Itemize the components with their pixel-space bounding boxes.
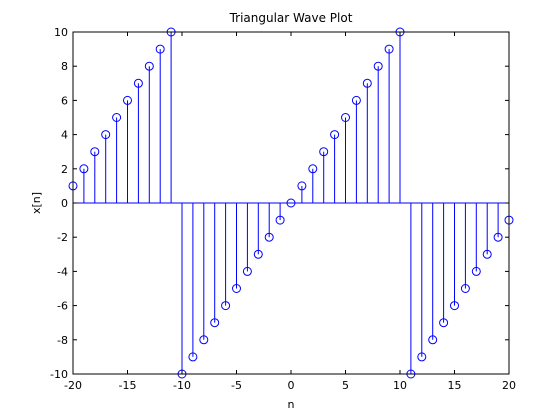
- stem-marker: [144, 61, 154, 71]
- y-tick-label: -6: [57, 300, 68, 313]
- x-tick-label: 10: [393, 379, 407, 392]
- stem-marker: [112, 113, 122, 122]
- y-tick-label: -4: [57, 265, 68, 278]
- chart-title: Triangular Wave Plot: [229, 11, 353, 25]
- stem-marker: [362, 78, 372, 88]
- x-tick-label: 15: [448, 379, 462, 392]
- stem-marker: [330, 130, 340, 140]
- stem-marker: [123, 95, 132, 105]
- stem-series: [72, 32, 510, 374]
- stem-marker: [286, 198, 296, 208]
- stem-marker: [101, 130, 111, 140]
- y-tick-label: 10: [54, 26, 68, 39]
- y-tick-label: 4: [61, 129, 68, 142]
- x-tick-label: 0: [288, 379, 295, 392]
- stem-marker: [319, 147, 329, 157]
- stem-marker: [373, 61, 383, 71]
- stem-marker: [384, 44, 394, 54]
- plot-frame: [72, 31, 510, 375]
- y-tick-label: 6: [61, 94, 68, 107]
- x-tick-label: -10: [173, 379, 191, 392]
- stem-marker: [90, 147, 100, 157]
- x-axis-label: n: [288, 398, 295, 411]
- y-tick-label: -10: [50, 368, 68, 381]
- stem-marker: [221, 301, 231, 311]
- stem-marker: [297, 181, 307, 191]
- x-tick-label: -20: [64, 379, 82, 392]
- stem-marker: [275, 215, 285, 225]
- stem-marker: [460, 284, 470, 293]
- stem-marker: [351, 95, 361, 105]
- stem-marker: [210, 318, 220, 328]
- stem-marker: [253, 249, 263, 259]
- stem-marker: [188, 352, 198, 362]
- stem-marker: [471, 266, 481, 276]
- x-tick-label: 5: [342, 379, 349, 392]
- x-tick-labels: -20 -15 -10 -5 0 5 10 15 20: [64, 379, 516, 392]
- stem-marker: [79, 164, 89, 174]
- stem-marker: [308, 164, 318, 174]
- y-tick-label: -2: [57, 231, 68, 244]
- x-tick-label: -5: [231, 379, 242, 392]
- stem-marker: [482, 249, 492, 259]
- x-tick-label: -15: [119, 379, 137, 392]
- stem-marker: [439, 318, 449, 328]
- y-axis-label: x[n]: [30, 192, 43, 214]
- stem-marker: [428, 335, 438, 345]
- x-tick-label: 20: [502, 379, 516, 392]
- stem-marker: [133, 78, 143, 88]
- stem-marker: [232, 284, 241, 293]
- stem-marker: [417, 352, 427, 362]
- y-tick-labels: -10 -8 -6 -4 -2 0 2 4 6 8 10: [50, 26, 68, 381]
- y-tick-label: 8: [61, 60, 68, 73]
- y-tick-label: 2: [61, 163, 68, 176]
- stem-marker: [242, 266, 252, 276]
- stem-marker: [493, 232, 503, 242]
- stem-marker: [450, 301, 459, 311]
- stem-marker: [341, 113, 350, 122]
- y-tick-label: 0: [61, 197, 68, 210]
- stem-marker: [264, 232, 274, 242]
- stem-marker: [199, 335, 209, 345]
- y-tick-label: -8: [57, 334, 68, 347]
- stem-marker: [155, 44, 165, 54]
